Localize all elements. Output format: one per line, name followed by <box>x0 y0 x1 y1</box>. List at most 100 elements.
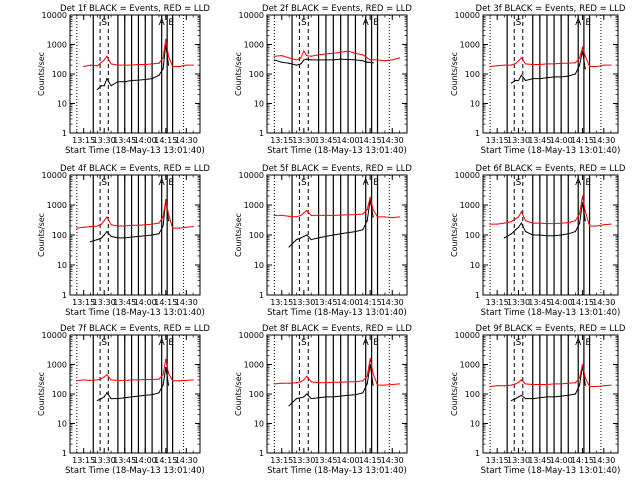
events-point <box>306 393 308 395</box>
lld-point <box>130 64 133 66</box>
events-point <box>340 395 342 397</box>
events-point <box>306 234 308 236</box>
y-tick-label: 1 <box>62 129 67 138</box>
x-axis-label: Start Time (18-May-13 13:01:40) <box>65 146 205 156</box>
lld-point <box>532 63 534 66</box>
x-tick-label: 14:30 <box>175 136 198 145</box>
lld-point <box>303 50 305 52</box>
lld-point <box>165 358 167 360</box>
events-point <box>366 383 368 385</box>
events-point <box>546 235 548 237</box>
lld-point <box>588 65 591 68</box>
events-point <box>510 82 513 84</box>
events-point <box>89 241 92 243</box>
events-point <box>303 235 305 237</box>
lld-point <box>347 214 349 216</box>
lld-point <box>303 212 305 214</box>
lld-point <box>167 55 170 57</box>
lld-point <box>372 59 374 61</box>
events-point <box>579 64 581 66</box>
lld-point <box>96 379 98 381</box>
plot-frame <box>69 334 201 454</box>
events-point <box>347 394 349 396</box>
events-point <box>354 230 357 233</box>
interval-marker: E <box>168 18 174 28</box>
x-tick-label: 14:00 <box>134 136 157 145</box>
events-point <box>532 77 534 80</box>
lld-point <box>137 63 140 66</box>
lld-point <box>372 209 374 211</box>
events-point <box>539 234 541 236</box>
y-tick-label: 10000 <box>42 331 67 340</box>
events-point <box>517 226 520 228</box>
x-tick-label: 13:15 <box>486 456 509 465</box>
lld-point <box>384 216 386 218</box>
lld-point <box>515 218 517 220</box>
y-tick-label: 1000 <box>460 41 480 50</box>
x-tick-label: 14:00 <box>337 298 360 307</box>
x-tick-label: 13:45 <box>314 456 337 465</box>
events-point <box>162 68 164 70</box>
lld-point <box>560 62 562 64</box>
events-point <box>96 88 98 91</box>
x-tick-label: 14:00 <box>337 136 360 145</box>
lld-point <box>162 374 164 376</box>
lld-point <box>340 51 342 53</box>
lld-point <box>124 379 126 381</box>
y-tick-label: 10 <box>470 100 480 109</box>
x-tick-label: 14:00 <box>550 456 573 465</box>
x-tick-label: 14:00 <box>550 136 573 145</box>
lld-point <box>503 64 505 66</box>
lld-point <box>83 226 85 228</box>
events-point <box>510 233 513 235</box>
events-point <box>310 239 312 241</box>
y-tick-label: 10000 <box>239 331 264 340</box>
y-tick-label: 10 <box>57 261 67 270</box>
events-point <box>525 79 527 82</box>
plot-frame <box>69 174 201 296</box>
lld-point <box>288 382 290 384</box>
y-tick-label: 100 <box>249 390 264 399</box>
lld-point <box>539 222 541 224</box>
events-point <box>295 239 298 241</box>
lld-point <box>162 216 164 218</box>
y-tick-label: 1000 <box>460 201 480 210</box>
lld-point <box>384 384 386 386</box>
lld-point <box>151 223 153 225</box>
y-tick-label: 10 <box>57 420 67 429</box>
lld-point <box>546 383 548 386</box>
lld-point <box>515 383 517 385</box>
lld-point <box>579 57 581 59</box>
lld-point <box>574 382 576 384</box>
lld-point <box>178 227 181 229</box>
lld-point <box>496 65 498 67</box>
lld-point <box>137 379 140 381</box>
y-tick-label: 1000 <box>244 361 264 370</box>
x-axis-label: Start Time (18-May-13 13:01:40) <box>481 466 621 476</box>
lld-point <box>151 63 153 65</box>
panel-title: Det 8f BLACK = Events, RED = LLD <box>262 324 412 334</box>
y-tick-label: 1 <box>475 129 480 138</box>
events-point <box>369 363 371 366</box>
panel-det-5f: Det 5f BLACK = Events, RED = LLD 1 10 100 10… <box>234 164 412 318</box>
x-tick-label: 14:00 <box>134 298 157 307</box>
lld-point <box>515 62 517 64</box>
lld-point <box>369 357 371 360</box>
events-point <box>553 235 555 237</box>
events-point <box>137 235 140 237</box>
y-tick-label: 10000 <box>42 171 67 180</box>
events-point <box>584 68 586 70</box>
lld-point <box>489 385 491 388</box>
events-point <box>106 77 108 80</box>
y-tick-label: 100 <box>52 390 67 399</box>
events-series-line <box>90 199 169 243</box>
lld-point <box>192 226 194 228</box>
events-point <box>539 397 541 399</box>
lld-point <box>100 61 103 63</box>
events-point <box>347 58 349 61</box>
lld-point <box>579 213 581 215</box>
lld-point <box>158 222 160 224</box>
events-point <box>295 64 298 66</box>
events-point <box>144 235 146 237</box>
x-tick-label: 13:45 <box>528 298 551 307</box>
